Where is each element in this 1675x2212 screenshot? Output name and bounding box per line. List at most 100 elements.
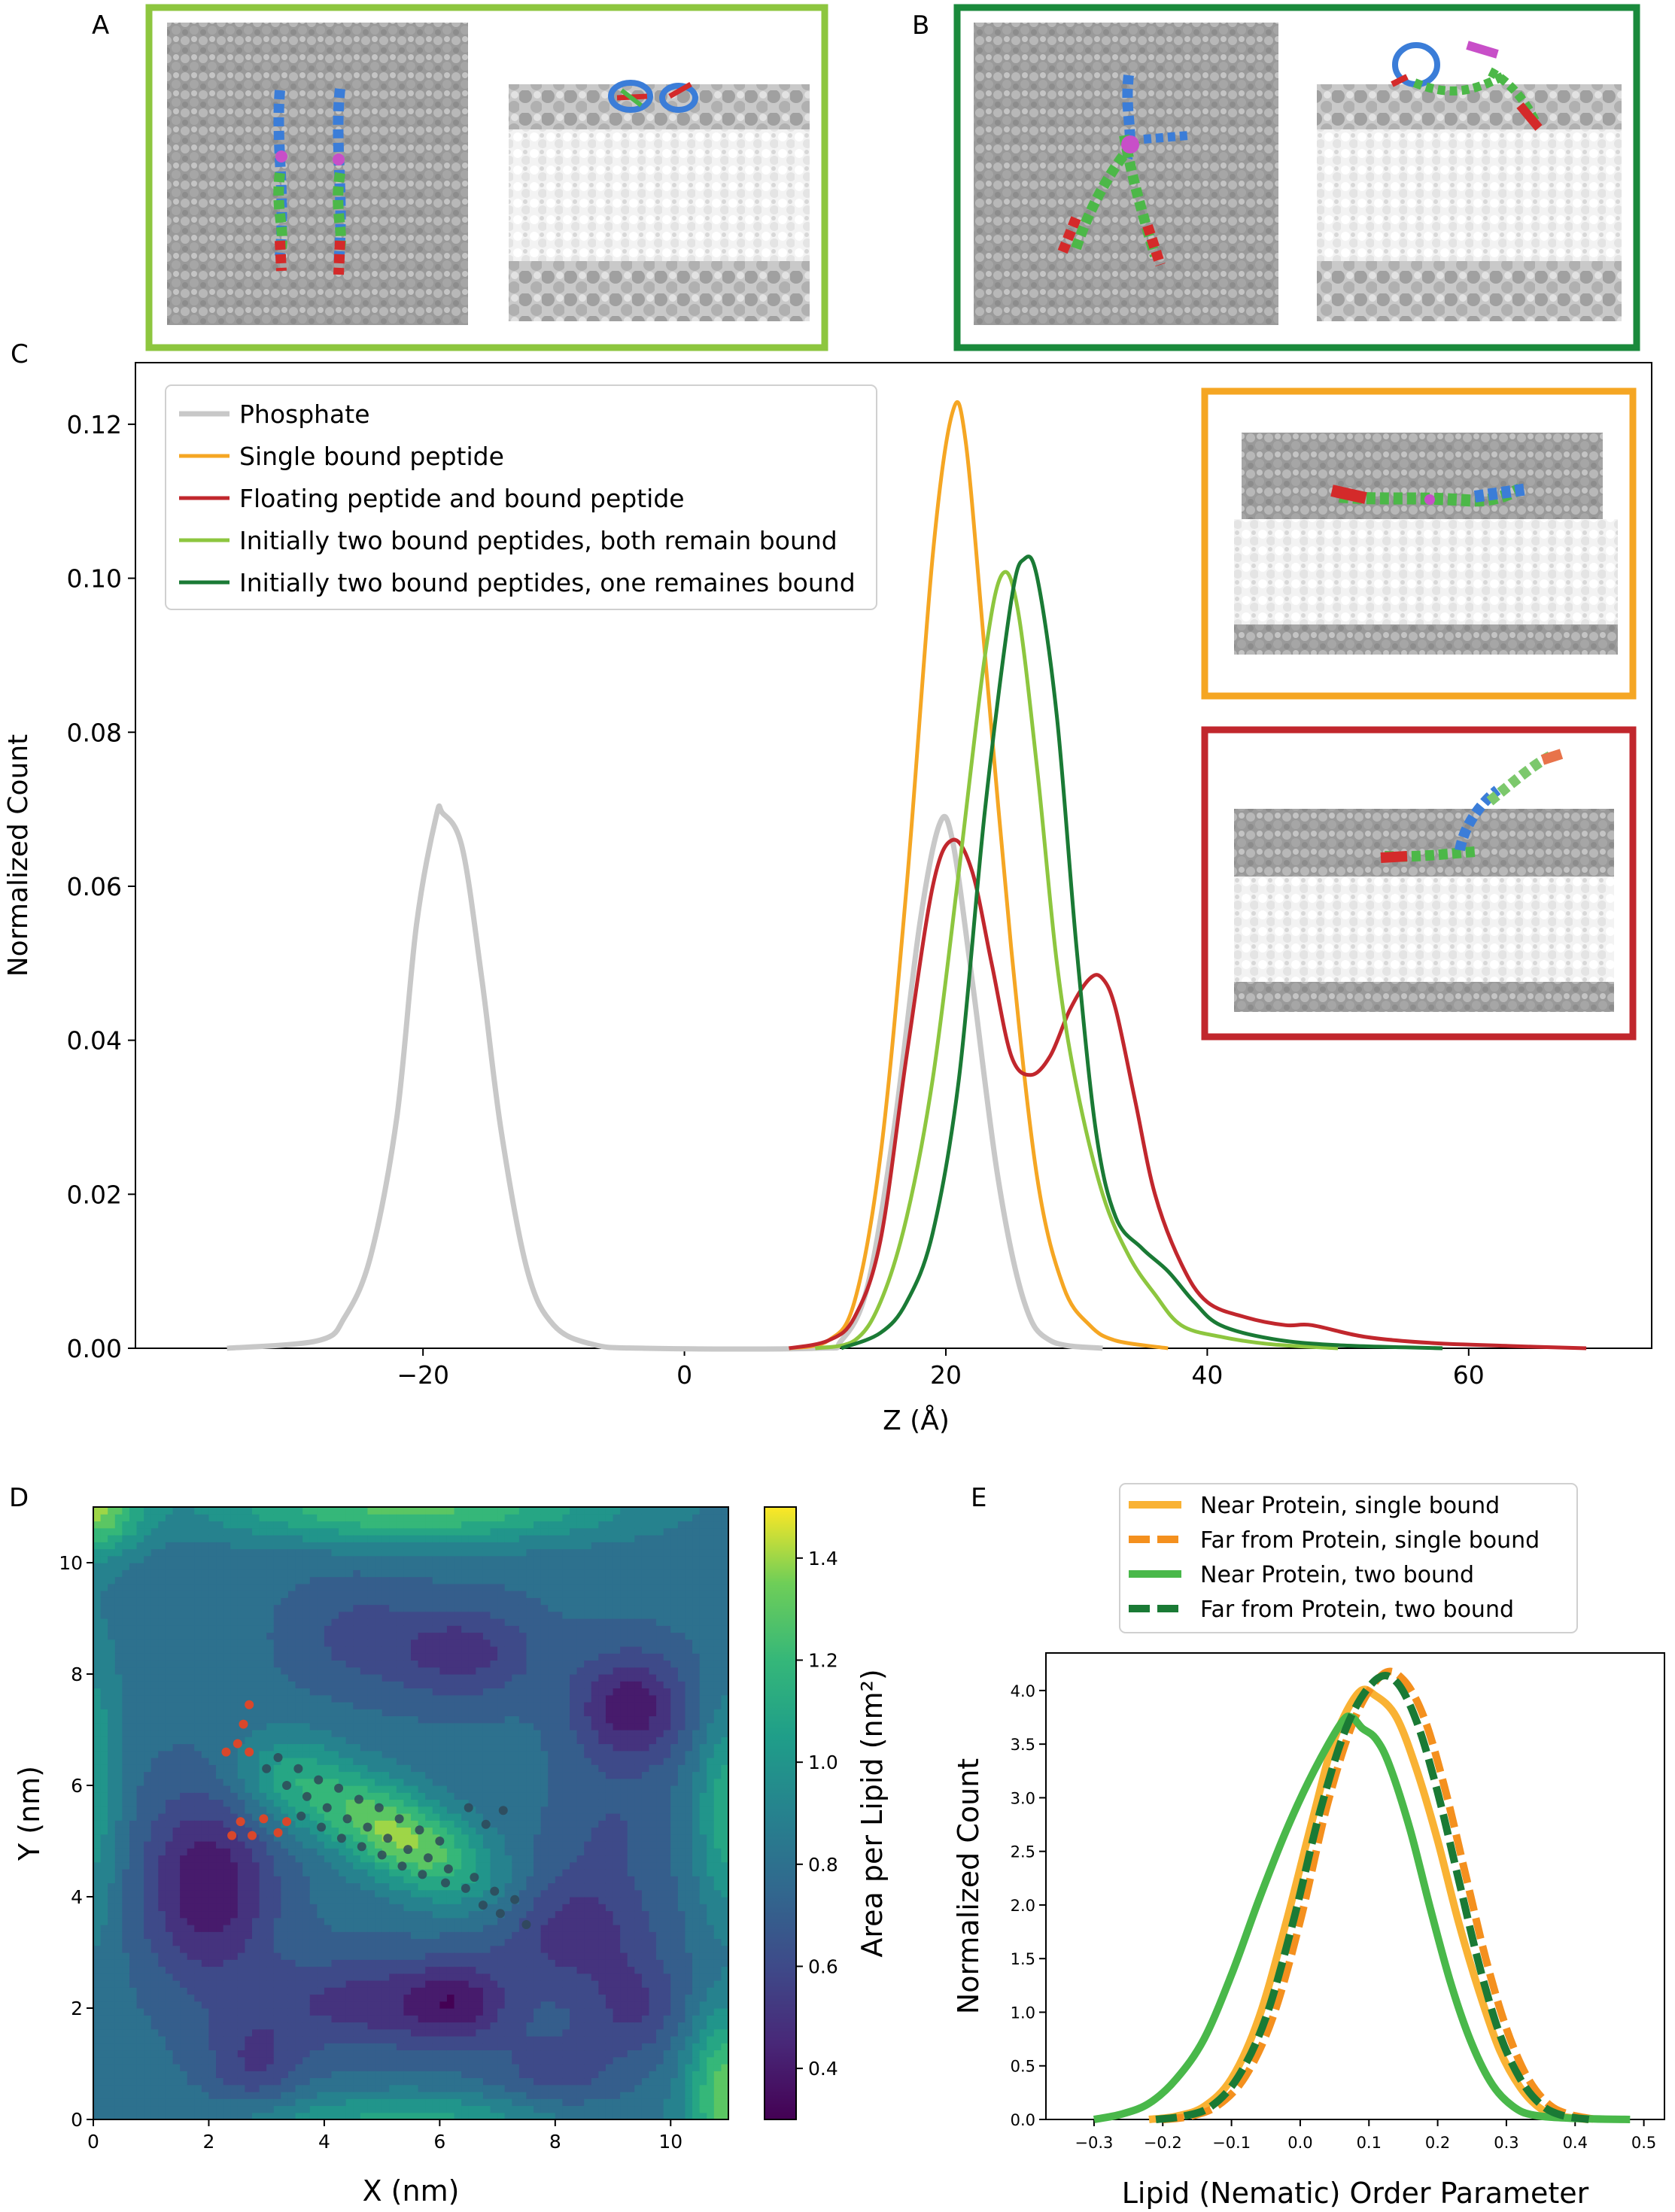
chart-d-dark-point [478,1901,488,1910]
panel-a-label: A [92,11,109,41]
chart-c-ytick-label: 0.10 [67,564,122,594]
chart-d-xlabel: X (nm) [363,2174,460,2207]
chart-e-legend-box [1119,1483,1578,1633]
chart-d-dark-point [317,1822,327,1832]
chart-c-series-line [814,570,1339,1351]
chart-c-xtick-label: 40 [1191,1360,1223,1390]
chart-c-legend-label: Phosphate [239,400,370,429]
panel-b-frame [953,4,1640,351]
chart-e-ytick-label: 4.0 [1011,1682,1035,1700]
chart-d-red-point [236,1817,245,1827]
chart-e-series-line [1093,1712,1631,2123]
chart-d-colorbar-tick-label: 1.0 [808,1752,838,1773]
chart-d-dark-point [293,1764,303,1773]
chart-d-dark-point [354,1794,363,1804]
chart-d-dark-point [498,1806,508,1815]
chart-e-axes-frame [1045,1652,1665,2120]
chart-d-dark-point [377,1850,387,1860]
chart-c-ytick-label: 0.04 [67,1026,122,1056]
chart-d-heatmap [93,1507,729,2120]
chart-d-colorbar-tick-label: 0.8 [808,1854,838,1876]
chart-c-series-line [841,555,1443,1351]
chart-d-dark-point [443,1864,453,1873]
chart-e-ytick-label: 3.0 [1011,1789,1035,1807]
chart-e-xtick-label: 0.2 [1425,2134,1450,2152]
chart-e: −0.3 −0.2 −0.1 0.0 0.1 0.2 0.3 0.4 0.5 0.0 0.5 1.0 1… [952,1483,1665,2210]
chart-d-red-point [239,1719,248,1729]
chart-c-ytick-label: 0.12 [67,410,122,439]
chart-d-dark-point [495,1909,505,1919]
panel-b-side-view-image [1317,41,1622,321]
chart-e-xtick-label: 0.1 [1357,2134,1382,2152]
chart-e-ytick-label: 1.0 [1011,2004,1035,2022]
chart-e-legend-label: Far from Protein, single bound [1200,1527,1540,1554]
chart-e-xtick-label: 0.5 [1631,2134,1656,2152]
chart-d-dark-point [357,1842,366,1852]
chart-d-ytick-label: 8 [71,1664,83,1685]
chart-d-dark-point [510,1894,520,1904]
panel-a-top-view-image [167,23,468,325]
chart-d-red-point [245,1747,254,1757]
chart-d-red-point [221,1747,231,1757]
chart-d-xtick-label: 0 [87,2131,99,2153]
chart-d-red-point [227,1831,237,1840]
panel-c-label: C [11,339,29,369]
chart-d-dark-point [394,1814,404,1824]
chart-d-colorbar-tick-label: 1.2 [808,1650,838,1672]
chart-c-legend-label: Floating peptide and bound peptide [239,484,685,513]
chart-d-dark-point [521,1920,531,1929]
chart-d-dark-point [314,1775,324,1785]
chart-e-legend-label: Near Protein, single bound [1200,1493,1500,1519]
panel-a-side-view-image [509,80,810,321]
chart-c-xtick-label: 0 [676,1360,692,1390]
chart-d-colorbar-tick-label: 0.4 [808,2058,838,2080]
chart-c-legend: Phosphate Single bound peptide Floating pe… [165,384,877,610]
chart-c: −20 0 20 40 60 0.00 0.02 0.04 0.06 0.08 0.10 0.12 Z … [3,362,1652,1436]
chart-d-dark-point [363,1822,372,1832]
chart-e-ytick-label: 1.5 [1011,1950,1035,1968]
chart-e-series-line [1155,1672,1590,2123]
chart-e-xtick-label: −0.1 [1212,2134,1251,2152]
chart-d: 0 2 4 6 8 10 0 2 4 6 8 10 X (nm) Y (nm) 0.4 0.6 0.8 1.0 1.… [13,1506,889,2207]
chart-e-legend: Near Protein, single bound Far from Prote… [1119,1483,1578,1633]
chart-e-ytick-label: 2.5 [1011,1843,1035,1861]
chart-d-red-point [245,1700,254,1709]
chart-e-ytick-label: 0.0 [1011,2111,1035,2129]
chart-c-legend-box [165,384,877,610]
chart-e-xtick-label: 0.4 [1563,2134,1588,2152]
chart-d-dark-point [282,1781,292,1790]
chart-d-dark-point [403,1845,413,1855]
chart-d-dark-point [374,1803,384,1812]
chart-d-ytick-label: 2 [71,1998,83,2019]
chart-d-dark-point [435,1837,445,1846]
chart-c-ytick-label: 0.06 [67,872,122,901]
panel-d-label: D [9,1483,29,1513]
panel-a-frame [145,4,828,351]
chart-e-xlabel: Lipid (Nematic) Order Parameter [1122,2177,1589,2210]
chart-d-xtick-label: 2 [203,2131,215,2153]
chart-d-dark-point [470,1873,479,1882]
chart-d-dark-point [273,1753,283,1762]
chart-d-dark-point [481,1819,491,1829]
chart-d-dark-point [464,1803,473,1812]
chart-d-ytick-label: 10 [59,1552,83,1574]
chart-d-red-point [273,1828,283,1837]
chart-c-xlabel: Z (Å) [883,1404,950,1436]
panel-b-label: B [912,11,929,41]
chart-d-colorbar-tick-label: 1.4 [808,1548,838,1569]
chart-d-red-point [248,1831,257,1840]
chart-c-series-line [789,400,1169,1351]
inset-single-bound-image [1201,387,1637,700]
chart-d-ytick-label: 4 [71,1886,83,1908]
chart-d-xtick-label: 8 [549,2131,561,2153]
chart-d-dark-point [383,1834,393,1843]
chart-d-colorbar [764,1506,797,2120]
chart-e-xtick-label: 0.3 [1494,2134,1518,2152]
chart-d-dark-point [302,1791,312,1801]
chart-d-ylabel: Y (nm) [13,1766,46,1861]
chart-e-xtick-label: −0.3 [1075,2134,1113,2152]
chart-c-axes-frame [135,362,1652,1349]
chart-c-ylabel: Normalized Count [3,734,34,977]
chart-d-dark-point [415,1825,424,1835]
